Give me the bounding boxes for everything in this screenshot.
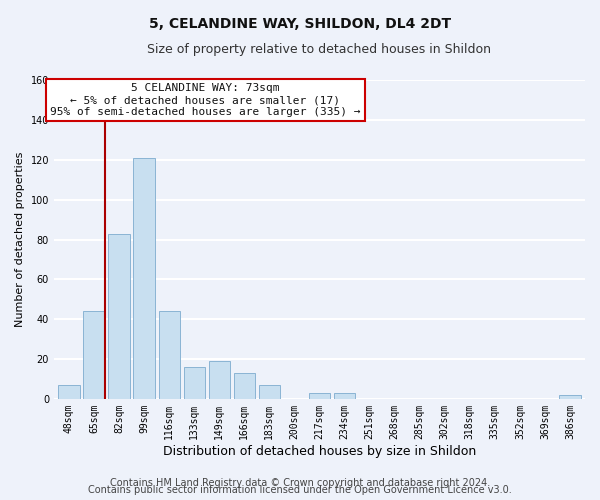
Text: Contains public sector information licensed under the Open Government Licence v3: Contains public sector information licen… [88, 485, 512, 495]
Bar [83, 311, 104, 399]
Text: 5 CELANDINE WAY: 73sqm
← 5% of detached houses are smaller (17)
95% of semi-deta: 5 CELANDINE WAY: 73sqm ← 5% of detached … [50, 84, 361, 116]
Bar [209, 361, 230, 399]
Bar [259, 385, 280, 399]
Bar [233, 373, 255, 399]
Bar [133, 158, 155, 399]
Bar [58, 385, 80, 399]
X-axis label: Distribution of detached houses by size in Shildon: Distribution of detached houses by size … [163, 444, 476, 458]
Bar [309, 393, 330, 399]
Bar [334, 393, 355, 399]
Bar [158, 311, 180, 399]
Text: 5, CELANDINE WAY, SHILDON, DL4 2DT: 5, CELANDINE WAY, SHILDON, DL4 2DT [149, 18, 451, 32]
Bar [559, 395, 581, 399]
Title: Size of property relative to detached houses in Shildon: Size of property relative to detached ho… [148, 42, 491, 56]
Text: Contains HM Land Registry data © Crown copyright and database right 2024.: Contains HM Land Registry data © Crown c… [110, 478, 490, 488]
Bar [109, 234, 130, 399]
Bar [184, 367, 205, 399]
Y-axis label: Number of detached properties: Number of detached properties [15, 152, 25, 327]
